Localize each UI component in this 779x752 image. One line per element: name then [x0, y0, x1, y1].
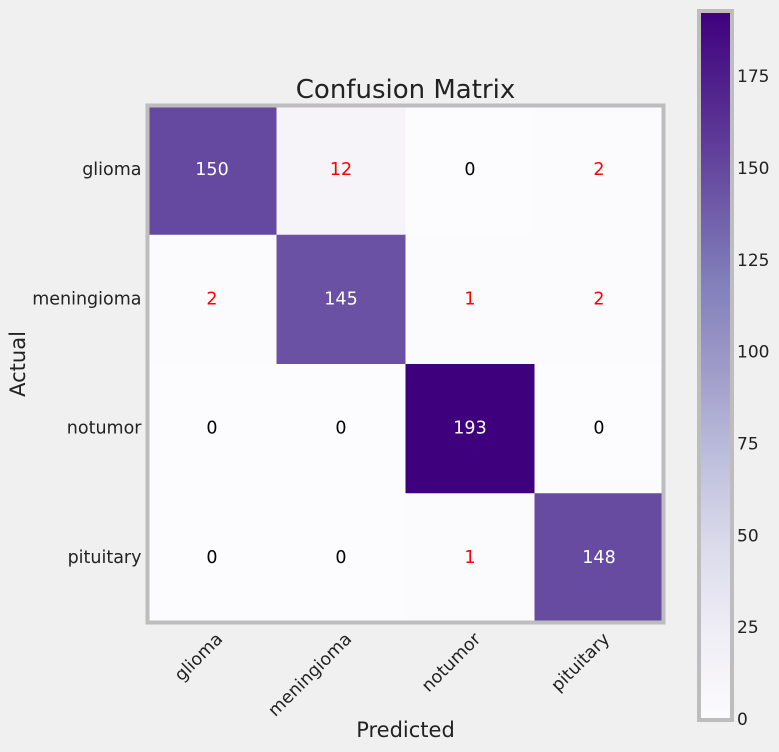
heatmap-cell: [405, 493, 535, 623]
cell-value-label: 0: [206, 419, 217, 439]
cell-value-label: 2: [593, 160, 604, 180]
cell-value-label: 193: [453, 419, 486, 439]
heatmap-cell: [534, 234, 664, 365]
y-tick-label: meningioma: [32, 289, 141, 309]
colorbar-tick-label: 50: [737, 526, 759, 546]
cell-value-label: 145: [324, 289, 357, 309]
colorbar-tick-label: 0: [737, 710, 748, 730]
cell-value-label: 2: [206, 289, 217, 309]
heatmap-cell: [147, 493, 277, 623]
colorbar-tick-label: 175: [737, 67, 769, 87]
heatmap-cell: [276, 234, 406, 365]
colorbar-ticks: 0 25 50 75 100 125 150 175: [737, 67, 769, 730]
colorbar-frame: [697, 9, 734, 722]
cell-value-label: 148: [582, 548, 615, 568]
colorbar-tick-label: 25: [737, 618, 759, 638]
heatmap-frame: [145, 103, 666, 625]
heatmap-cell: [276, 493, 406, 623]
heatmap-cell-labels: 150 12 0 22 145 1 20 0 193 00 0 1 148: [195, 160, 615, 568]
heatmap-cells: [147, 105, 664, 623]
heatmap-cell: [147, 364, 277, 494]
cell-value-label: 12: [330, 160, 352, 180]
y-tick-label: pituitary: [68, 548, 142, 568]
y-tick-labels: glioma meningioma notumor pituitary: [32, 160, 142, 568]
cell-value-label: 0: [593, 419, 604, 439]
colorbar-tick-label: 150: [737, 159, 769, 179]
cell-value-label: 2: [593, 289, 604, 309]
x-axis-label: Predicted: [356, 718, 455, 742]
y-tick-label: notumor: [67, 419, 143, 439]
colorbar-tick-label: 125: [737, 251, 769, 271]
colorbar: [699, 11, 732, 720]
y-axis-label: Actual: [6, 331, 30, 397]
colorbar-tick-label: 75: [737, 434, 759, 454]
heatmap-cell: [147, 234, 277, 365]
cell-value-label: 0: [464, 160, 475, 180]
heatmap-cell: [405, 105, 535, 236]
heatmap-cell: [405, 364, 535, 494]
cell-value-label: 1: [464, 548, 475, 568]
cell-value-label: 0: [335, 419, 346, 439]
heatmap-cell: [534, 493, 664, 623]
cell-value-label: 1: [464, 289, 475, 309]
colorbar-tick-label: 100: [737, 343, 769, 363]
heatmap-cell: [534, 105, 664, 236]
cell-value-label: 150: [195, 160, 228, 180]
cell-value-label: 0: [335, 548, 346, 568]
heatmap-cell: [276, 105, 406, 236]
cell-value-label: 0: [206, 548, 217, 568]
chart-title: Confusion Matrix: [296, 75, 515, 105]
heatmap-cell: [405, 234, 535, 365]
heatmap-cell: [276, 364, 406, 494]
y-tick-label: glioma: [82, 160, 141, 180]
heatmap-cell: [534, 364, 664, 494]
heatmap-cell: [147, 105, 277, 236]
